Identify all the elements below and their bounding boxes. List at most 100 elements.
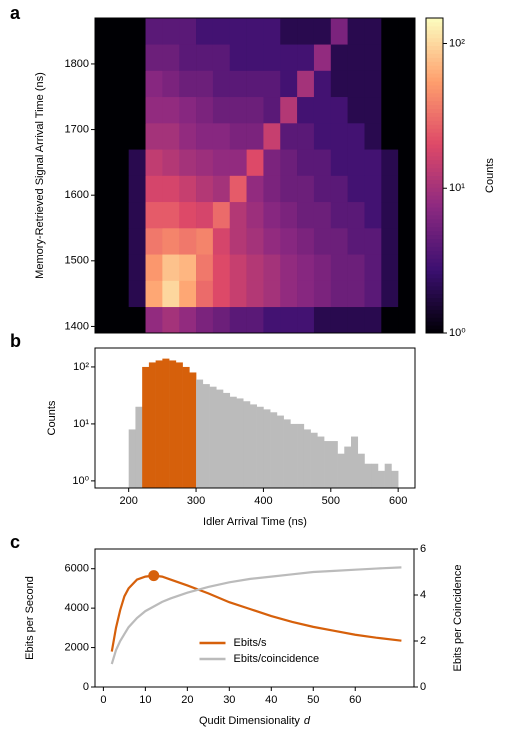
colorbar-strip — [426, 69, 443, 74]
heatmap-cell — [229, 254, 247, 281]
heatmap-cell — [95, 123, 113, 150]
colorbar-strip — [426, 96, 443, 102]
histogram-bar — [337, 453, 345, 488]
heatmap-cell — [330, 175, 348, 203]
colorbar-strip — [426, 250, 443, 255]
data-line — [110, 566, 402, 665]
heatmap-cell — [398, 175, 416, 203]
histogram-bar — [330, 441, 338, 488]
heatmap-cell — [196, 175, 214, 203]
heatmap-cell — [162, 70, 180, 98]
heatmap-cell — [145, 306, 163, 334]
heatmap-cell — [162, 123, 180, 150]
heatmap-cell — [246, 149, 264, 176]
heatmap-cell — [313, 201, 332, 229]
heatmap-cell — [330, 254, 348, 281]
heatmap-cell — [364, 149, 382, 176]
heatmap-cell — [364, 201, 382, 229]
heatmap-cell — [111, 149, 129, 176]
heatmap-cell — [179, 306, 197, 334]
y-tick-label: 0 — [83, 681, 89, 693]
heatmap-cell — [313, 149, 332, 176]
heatmap-cell — [381, 280, 399, 308]
heatmap-cell — [263, 306, 281, 334]
histogram-bar — [243, 401, 251, 488]
histogram-bar — [135, 406, 143, 488]
heatmap-cell — [179, 228, 197, 255]
heatmap-cell — [398, 201, 416, 229]
legend-label: Ebits/coincidence — [234, 653, 320, 665]
heatmap-cell — [364, 18, 382, 45]
histogram-bar — [377, 470, 385, 488]
heatmap-cell — [179, 254, 197, 281]
histogram-bar — [155, 360, 163, 488]
histogram-bar — [364, 463, 372, 488]
heatmap-cell — [297, 201, 315, 229]
heatmap-cell — [381, 175, 399, 203]
colorbar-strip — [426, 281, 443, 287]
heatmap-cell — [212, 201, 231, 229]
heatmap-cell — [297, 70, 315, 98]
heatmap-cell — [128, 96, 146, 124]
colorbar-strip — [426, 207, 443, 212]
heatmap-cell — [313, 228, 332, 255]
colorbar-strip — [426, 167, 443, 173]
x-tick-label: 0 — [100, 694, 106, 706]
heatmap-cell — [179, 18, 197, 45]
colorbar-strip — [426, 84, 443, 90]
colorbar-strip — [426, 128, 443, 133]
heatmap-cell — [229, 18, 247, 45]
heatmap-cell — [347, 123, 365, 150]
colorbar-strip — [426, 317, 443, 322]
colorbar-strip — [426, 41, 443, 47]
heatmap-cell — [162, 96, 180, 124]
colorbar-strip — [426, 57, 443, 62]
heatmap-cell — [212, 70, 231, 98]
heatmap-cell — [364, 70, 382, 98]
colorbar-strip — [426, 258, 443, 263]
heatmap-cell — [330, 44, 348, 71]
heatmap-cell — [381, 123, 399, 150]
y-tick-label: 1400 — [65, 320, 89, 332]
heatmap-cell — [229, 96, 247, 124]
x-tick-label: 300 — [187, 495, 205, 507]
plot-frame — [94, 17, 416, 334]
heatmap-cell — [347, 18, 365, 45]
colorbar-strip — [426, 81, 443, 86]
heatmap-cell — [246, 228, 264, 255]
heatmap-cell — [263, 228, 281, 255]
heatmap-cell — [162, 18, 180, 45]
heatmap-cell — [145, 280, 163, 308]
heatmap-cell — [162, 175, 180, 203]
heatmap-cell — [263, 280, 281, 308]
heatmap-cell — [95, 149, 113, 176]
colorbar-strip — [426, 226, 443, 232]
colorbar-strip — [426, 108, 443, 113]
heatmap-cell — [347, 254, 365, 281]
heatmap-cell — [347, 306, 365, 334]
highlight-point — [148, 570, 160, 582]
heatmap-cell — [145, 149, 163, 176]
heatmap-cell — [297, 254, 315, 281]
colorbar-strip — [426, 325, 443, 330]
colorbar-strip — [426, 53, 443, 58]
colorbar-strip — [426, 175, 443, 180]
axis-title: Ebits per Coincidence — [452, 564, 464, 671]
histogram-bar — [391, 470, 399, 488]
colorbar-strip — [426, 33, 443, 39]
heatmap-cell — [229, 44, 247, 71]
y-tick-label: 1500 — [65, 255, 89, 267]
heatmap-cell — [196, 306, 214, 334]
heatmap-cell — [280, 18, 298, 45]
heatmap-cell — [398, 149, 416, 176]
y-tick-label: 2 — [420, 635, 426, 647]
colorbar-frame — [425, 17, 444, 334]
colorbar-strip — [426, 297, 443, 302]
axis-title: Idler Arrival Time (ns) — [203, 516, 307, 528]
heatmap-cell — [347, 70, 365, 98]
y-tick-label: 10⁰ — [72, 475, 89, 487]
heatmap-cell — [179, 70, 197, 98]
colorbar-strip — [426, 18, 443, 23]
plot-frame — [94, 548, 415, 688]
heatmap-cell — [246, 96, 264, 124]
